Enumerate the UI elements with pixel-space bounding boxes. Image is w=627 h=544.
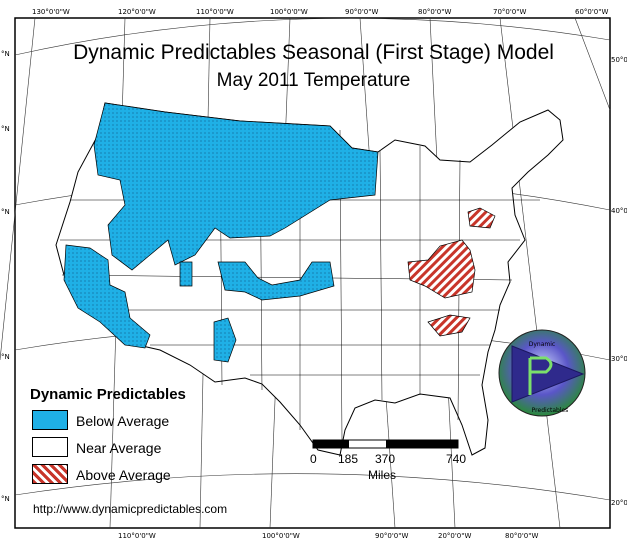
left-latitude-label: °N [1,50,10,58]
legend-label-above-average: Above Average [76,467,171,483]
legend-label-below-average: Below Average [76,413,170,429]
right-latitude-label: 30°0'0" [611,355,627,363]
top-longitude-label: 130°0'0"W [32,8,70,16]
dynamic-predictables-logo: Dynamic Predictables [498,329,586,417]
bottom-longitude-label: 100°0'0"W [262,532,300,540]
below-average-regions [63,102,379,363]
legend-label-near-average: Near Average [76,440,162,456]
map-subtitle: May 2011 Temperature [216,70,411,91]
website-url: http://www.dynamicpredictables.com [33,502,228,516]
left-latitude-label: °N [1,353,10,361]
top-longitude-label: 70°0'0"W [493,8,527,16]
left-latitude-label: °N [1,208,10,216]
top-longitude-label: 120°0'0"W [118,8,156,16]
above-average-regions [407,207,496,337]
legend-swatch-near-average [32,437,68,457]
bottom-longitude-label: 110°0'0"W [118,532,156,540]
legend-swatch-above-average [32,464,68,484]
left-latitude-label: °N [1,125,10,133]
top-longitude-label: 110°0'0"W [196,8,234,16]
bottom-longitude-label: 80°0'0"W [505,532,539,540]
left-latitude-label: °N [1,495,10,503]
top-longitude-label: 80°0'0"W [418,8,452,16]
scale-bar [312,439,459,449]
bottom-longitude-label: 20°0'0"W [438,532,472,540]
scale-tick-370: 370 [375,452,396,466]
logo-bottom-text: Predictables [532,407,569,414]
map-frame [14,17,611,529]
top-longitude-label: 90°0'0"W [345,8,379,16]
right-latitude-label: 50°0'0" [611,56,627,64]
scale-tick-185: 185 [338,452,359,466]
map-title: Dynamic Predictables Seasonal (First Sta… [73,41,554,64]
top-longitude-label: 100°0'0"W [270,8,308,16]
scale-unit: Miles [368,468,397,482]
legend-swatch-below-average [32,410,68,430]
scale-tick-740: 740 [446,452,467,466]
right-latitude-label: 20°0'0" [611,499,627,507]
scale-tick-0: 0 [310,452,317,466]
right-latitude-label: 40°0'0" [611,207,627,215]
legend-title: Dynamic Predictables [30,386,186,403]
logo-top-text: Dynamic [529,341,555,348]
bottom-longitude-label: 90°0'0"W [375,532,409,540]
top-longitude-label: 60°0'0"W [575,8,609,16]
